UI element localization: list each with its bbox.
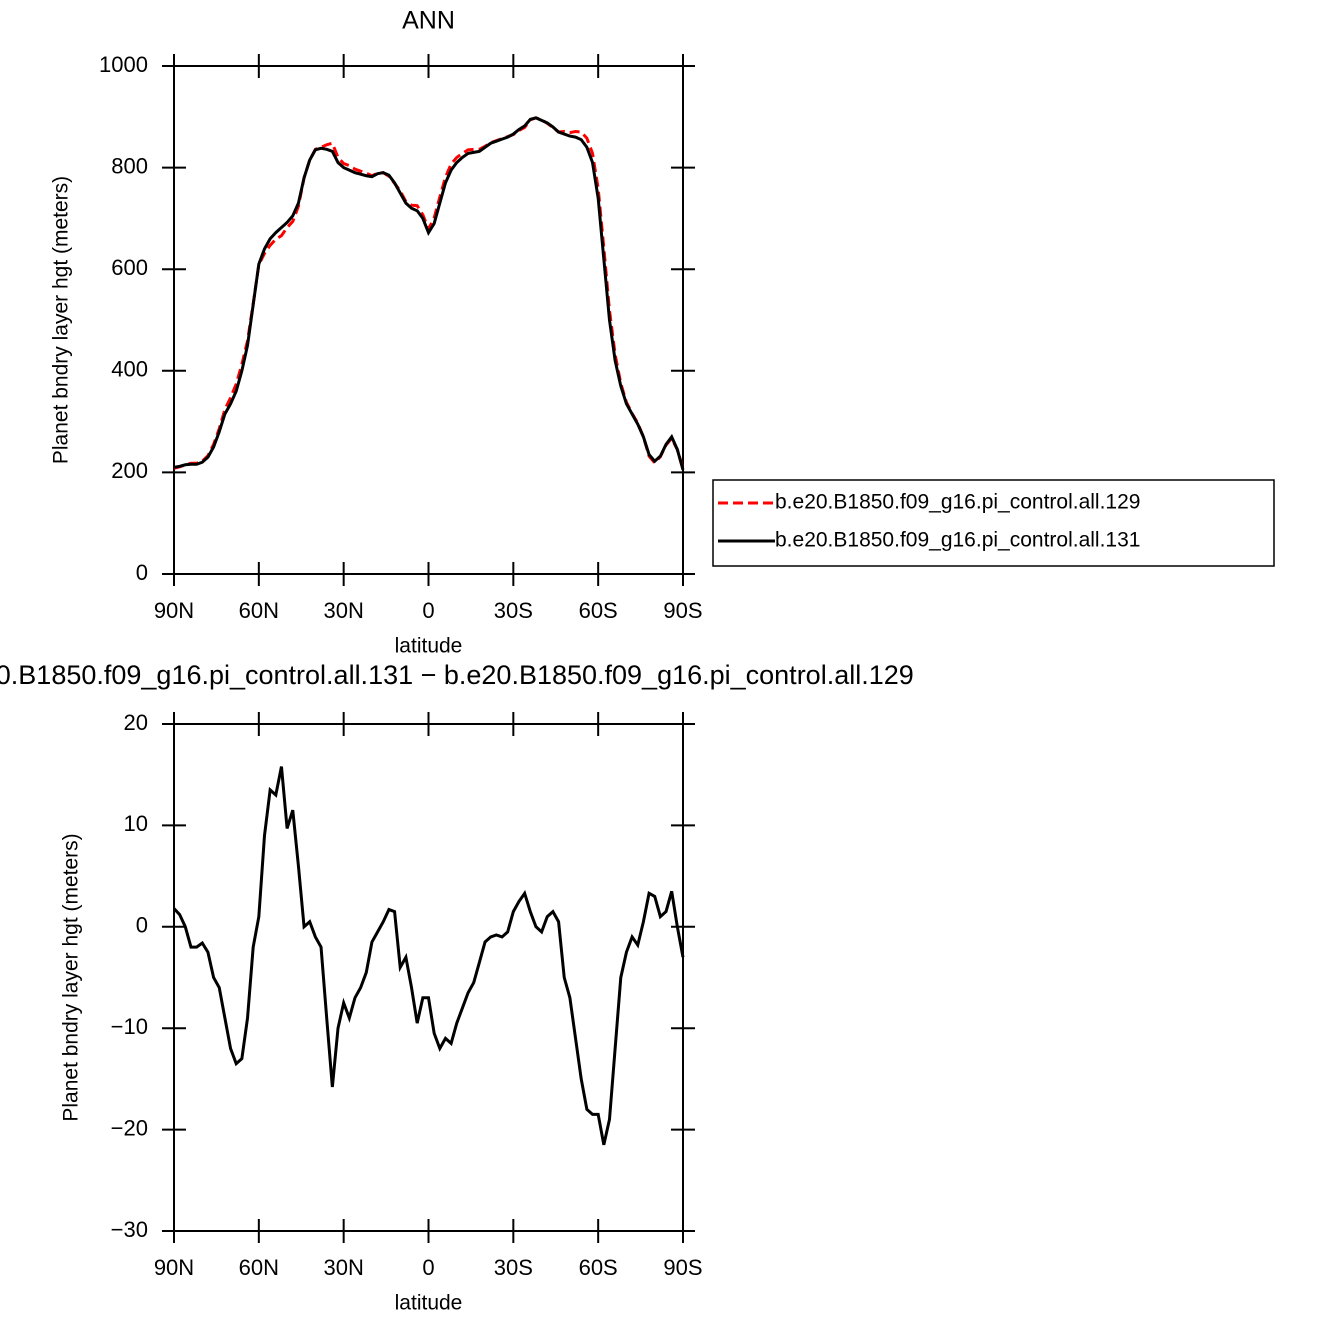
y-tick-label: 400: [111, 357, 148, 382]
legend-label: b.e20.B1850.f09_g16.pi_control.all.129: [775, 491, 1140, 514]
x-tick-label: 90N: [154, 1255, 194, 1280]
y-axis-label: Planet bndry layer hgt (meters): [60, 833, 83, 1121]
y-axis-label: Planet bndry layer hgt (meters): [50, 176, 73, 464]
y-tick-label: 800: [111, 153, 148, 178]
y-tick-label: −20: [111, 1115, 148, 1140]
y-tick-label: −30: [111, 1217, 148, 1242]
y-tick-label: −10: [111, 1014, 148, 1039]
x-tick-label: 60S: [579, 1255, 618, 1280]
x-tick-label: 30S: [494, 598, 533, 623]
x-tick-label: 90N: [154, 598, 194, 623]
x-axis-label: latitude: [395, 1292, 463, 1315]
legend-label: b.e20.B1850.f09_g16.pi_control.all.131: [775, 529, 1140, 552]
x-tick-label: 30N: [323, 598, 363, 623]
x-tick-label: 0: [422, 1255, 434, 1280]
x-tick-label: 90S: [663, 598, 702, 623]
y-tick-label: 600: [111, 255, 148, 280]
plot-frame: [173, 65, 684, 575]
data-line: [173, 116, 685, 471]
y-tick-label: 20: [124, 710, 148, 735]
x-tick-label: 30N: [323, 1255, 363, 1280]
x-tick-label: 0: [422, 598, 434, 623]
plot-frame: [173, 723, 684, 1232]
y-tick-label: 0: [136, 560, 148, 585]
legend-box: [712, 479, 1275, 567]
x-tick-label: 60N: [239, 598, 279, 623]
x-tick-label: 60N: [239, 1255, 279, 1280]
y-tick-label: 0: [136, 913, 148, 938]
x-tick-label: 30S: [494, 1255, 533, 1280]
y-tick-label: 10: [124, 811, 148, 836]
x-tick-label: 90S: [663, 1255, 702, 1280]
data-line: [172, 766, 685, 1146]
chart-title: ANN: [402, 7, 455, 35]
x-axis-label: latitude: [395, 635, 463, 658]
x-tick-label: 60S: [579, 598, 618, 623]
y-tick-label: 1000: [99, 52, 148, 77]
chart-title: b.e20.B1850.f09_g16.pi_control.all.131 −…: [0, 660, 914, 690]
y-tick-label: 200: [111, 458, 148, 483]
